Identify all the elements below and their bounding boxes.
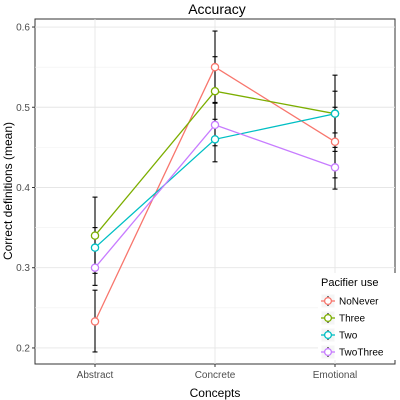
- x-tick-label: Abstract: [77, 370, 114, 381]
- legend-key-marker: [323, 347, 333, 357]
- data-point: [330, 163, 340, 172]
- data-point: [210, 120, 220, 130]
- legend-label: NoNever: [339, 297, 379, 308]
- y-tick-label: 0.5: [16, 103, 30, 114]
- x-tick-label: Concrete: [195, 370, 236, 381]
- data-point: [210, 86, 220, 96]
- legend-key-marker: [323, 313, 333, 323]
- y-tick-label: 0.4: [16, 183, 30, 194]
- data-point: [90, 243, 100, 252]
- y-tick-label: 0.6: [16, 23, 30, 34]
- legend-key-marker: [323, 330, 333, 340]
- data-point: [330, 109, 340, 118]
- legend-label: Three: [339, 314, 366, 325]
- chart-title: Accuracy: [188, 1, 246, 17]
- data-point: [210, 62, 220, 72]
- x-axis-title: Concepts: [190, 386, 241, 400]
- legend-key-marker: [323, 296, 333, 306]
- legend-items: NoNever Three Two TwoThree: [320, 293, 384, 360]
- data-point: [90, 317, 100, 326]
- data-point: [90, 231, 100, 240]
- series-points: [90, 62, 340, 326]
- y-tick-label: 0.2: [16, 343, 30, 354]
- legend-label: Two: [339, 331, 358, 342]
- y-axis-title: Correct definitions (mean): [1, 122, 15, 260]
- legend: Pacifier use NoNever Three Two TwoThree: [318, 273, 396, 360]
- data-point: [90, 263, 100, 272]
- legend-title: Pacifier use: [321, 277, 378, 289]
- x-tick-label: Emotional: [313, 370, 357, 381]
- data-point: [210, 135, 220, 144]
- y-tick-label: 0.3: [16, 263, 30, 274]
- x-axis: Abstract Concrete Emotional: [77, 364, 357, 381]
- legend-label: TwoThree: [339, 348, 384, 359]
- y-axis: 0.2 0.3 0.4 0.5 0.6: [16, 23, 35, 354]
- data-point: [330, 137, 340, 147]
